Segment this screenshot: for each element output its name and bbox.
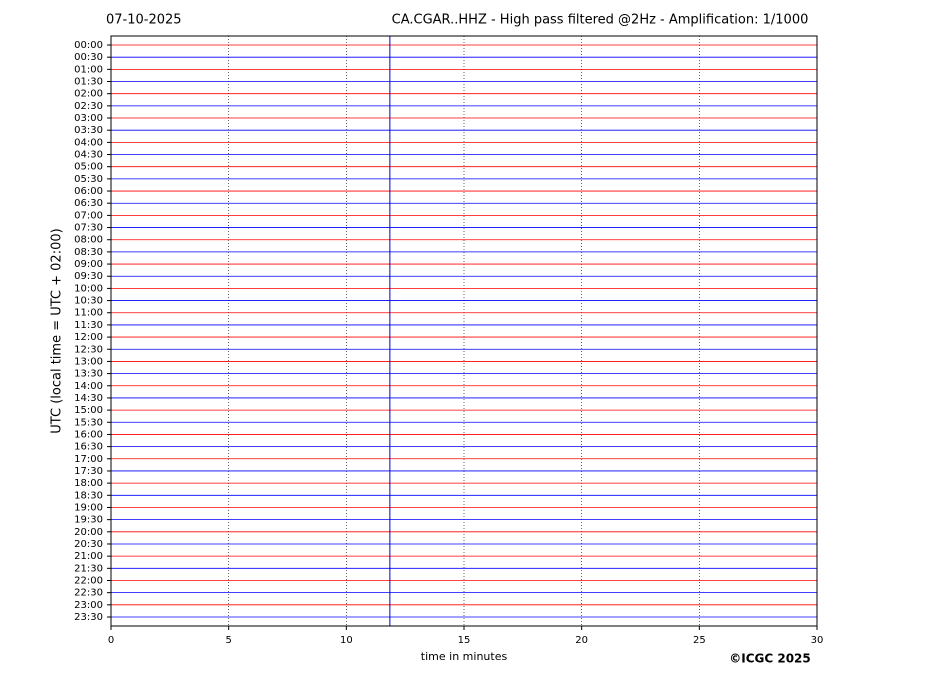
y-tick-label: 18:00 xyxy=(74,478,103,489)
y-tick-label: 19:30 xyxy=(74,515,103,526)
x-tick-label: 10 xyxy=(340,635,353,646)
x-tick-label: 15 xyxy=(458,635,471,646)
y-tick-label: 09:30 xyxy=(74,271,103,282)
y-tick-label: 10:30 xyxy=(74,296,103,307)
x-tick-label: 30 xyxy=(811,635,824,646)
y-tick-label: 17:30 xyxy=(74,466,103,477)
y-tick-label: 09:00 xyxy=(74,259,103,270)
y-tick-label: 21:00 xyxy=(74,551,103,562)
x-axis-label: time in minutes xyxy=(421,650,508,663)
y-tick-label: 07:00 xyxy=(74,210,103,221)
y-tick-label: 18:30 xyxy=(74,490,103,501)
y-tick-label: 16:00 xyxy=(74,429,103,440)
y-tick-label: 10:00 xyxy=(74,283,103,294)
y-tick-label: 02:30 xyxy=(74,101,103,112)
y-tick-label: 04:30 xyxy=(74,150,103,161)
y-tick-label: 00:30 xyxy=(74,52,103,63)
y-tick-label: 23:30 xyxy=(74,612,103,623)
plot-frame xyxy=(110,35,818,627)
y-axis-label: UTC (local time = UTC + 02:00) xyxy=(50,228,65,433)
y-tick-label: 15:00 xyxy=(74,405,103,416)
y-tick-label: 22:30 xyxy=(74,588,103,599)
y-tick-label: 04:00 xyxy=(74,137,103,148)
y-tick-label: 23:00 xyxy=(74,600,103,611)
y-tick-label: 13:30 xyxy=(74,369,103,380)
y-tick-label: 20:30 xyxy=(74,539,103,550)
chart-date: 07-10-2025 xyxy=(106,13,182,28)
y-tick-label: 06:00 xyxy=(74,186,103,197)
y-tick-label: 03:30 xyxy=(74,125,103,136)
y-tick-label: 20:00 xyxy=(74,527,103,538)
y-tick-label: 13:00 xyxy=(74,356,103,367)
y-tick-label: 11:00 xyxy=(74,308,103,319)
y-tick-label: 08:00 xyxy=(74,235,103,246)
y-tick-label: 11:30 xyxy=(74,320,103,331)
x-tick-label: 25 xyxy=(693,635,706,646)
y-tick-label: 14:30 xyxy=(74,393,103,404)
y-tick-label: 22:00 xyxy=(74,575,103,586)
x-tick-label: 0 xyxy=(108,635,114,646)
y-tick-label: 06:30 xyxy=(74,198,103,209)
y-tick-label: 02:00 xyxy=(74,89,103,100)
x-tick-label: 5 xyxy=(225,635,231,646)
y-tick-label: 08:30 xyxy=(74,247,103,258)
chart-title: CA.CGAR..HHZ - High pass filtered @2Hz -… xyxy=(392,13,809,28)
y-tick-label: 01:00 xyxy=(74,64,103,75)
x-tick-label: 20 xyxy=(575,635,588,646)
y-tick-label: 15:30 xyxy=(74,417,103,428)
y-tick-label: 07:30 xyxy=(74,223,103,234)
y-tick-label: 16:30 xyxy=(74,442,103,453)
y-tick-label: 19:00 xyxy=(74,502,103,513)
y-tick-label: 01:30 xyxy=(74,77,103,88)
y-tick-label: 05:00 xyxy=(74,162,103,173)
y-tick-label: 21:30 xyxy=(74,563,103,574)
y-tick-label: 12:30 xyxy=(74,344,103,355)
y-tick-label: 00:00 xyxy=(74,40,103,51)
y-tick-label: 03:00 xyxy=(74,113,103,124)
y-tick-label: 14:00 xyxy=(74,381,103,392)
copyright: ©ICGC 2025 xyxy=(729,652,811,666)
y-tick-label: 12:00 xyxy=(74,332,103,343)
y-tick-label: 17:00 xyxy=(74,454,103,465)
y-tick-label: 05:30 xyxy=(74,174,103,185)
